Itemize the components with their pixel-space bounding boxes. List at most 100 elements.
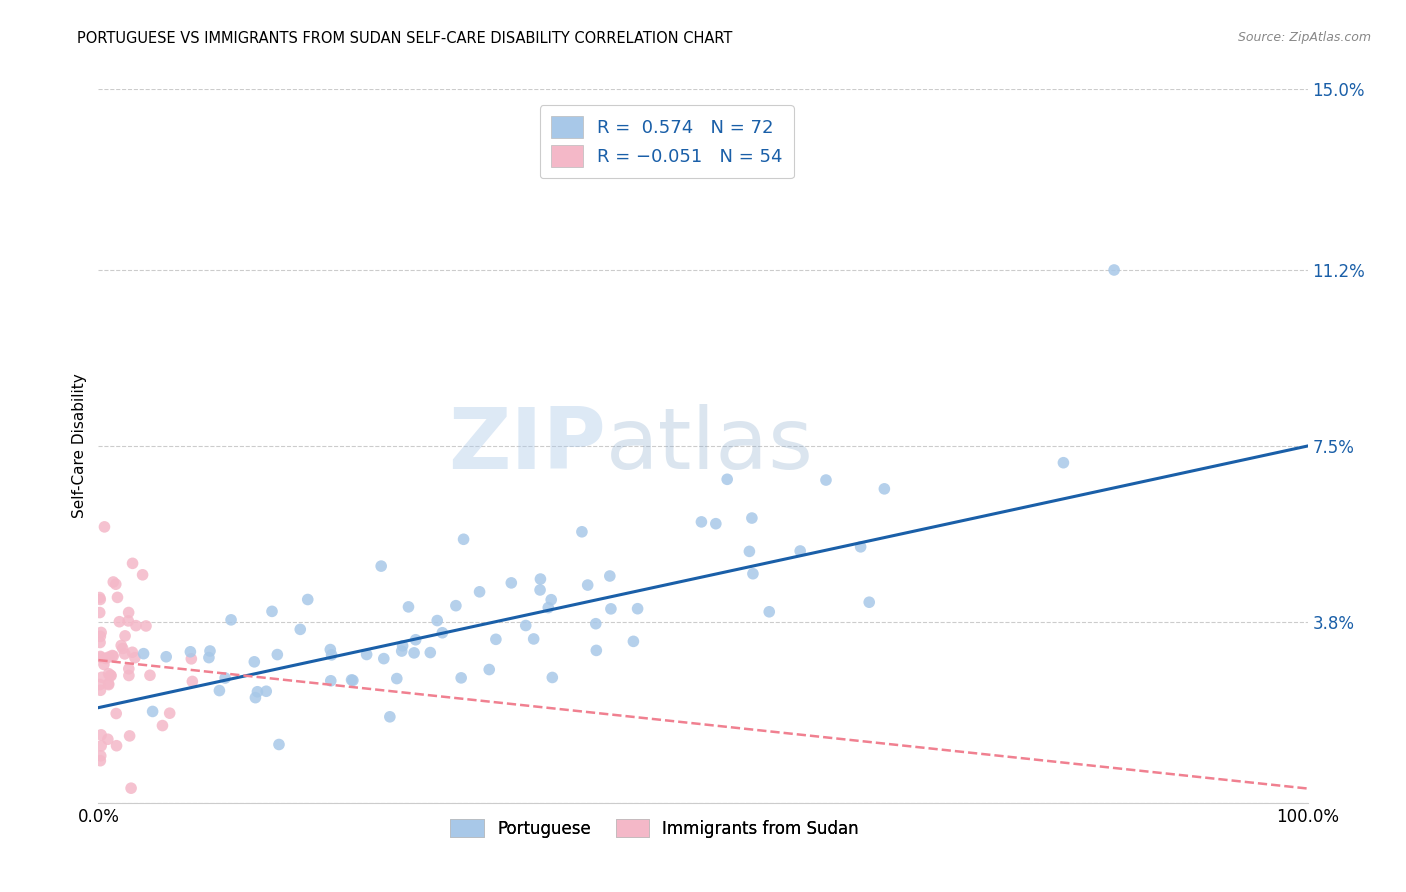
- Y-axis label: Self-Care Disability: Self-Care Disability: [72, 374, 87, 518]
- Point: [214, 671, 236, 685]
- Point: [1052, 456, 1074, 470]
- Point: [537, 600, 560, 615]
- Point: [97, 650, 120, 665]
- Point: [585, 616, 607, 631]
- Point: [114, 629, 136, 643]
- Point: [245, 690, 267, 705]
- Point: [297, 592, 319, 607]
- Text: PORTUGUESE VS IMMIGRANTS FROM SUDAN SELF-CARE DISABILITY CORRELATION CHART: PORTUGUESE VS IMMIGRANTS FROM SUDAN SELF…: [77, 31, 733, 46]
- Point: [89, 606, 111, 620]
- Point: [704, 516, 727, 531]
- Point: [391, 644, 413, 658]
- Point: [121, 557, 143, 571]
- Point: [90, 670, 112, 684]
- Point: [89, 677, 111, 691]
- Point: [404, 646, 426, 660]
- Point: [108, 615, 131, 629]
- Point: [125, 618, 148, 632]
- Point: [340, 673, 363, 687]
- Point: [789, 544, 811, 558]
- Point: [90, 650, 112, 665]
- Point: [94, 651, 117, 665]
- Point: [758, 605, 780, 619]
- Point: [208, 683, 231, 698]
- Point: [110, 639, 132, 653]
- Point: [117, 614, 139, 628]
- Point: [356, 648, 378, 662]
- Point: [741, 511, 763, 525]
- Point: [385, 672, 408, 686]
- Point: [571, 524, 593, 539]
- Point: [89, 629, 111, 643]
- Point: [453, 533, 475, 547]
- Point: [180, 652, 202, 666]
- Point: [391, 639, 413, 653]
- Point: [849, 540, 872, 554]
- Point: [103, 649, 125, 664]
- Point: [100, 668, 122, 682]
- Point: [114, 647, 136, 661]
- Point: [90, 728, 112, 742]
- Point: [373, 651, 395, 665]
- Point: [103, 574, 125, 589]
- Point: [132, 647, 155, 661]
- Point: [90, 748, 112, 763]
- Point: [135, 619, 157, 633]
- Point: [342, 673, 364, 688]
- Point: [181, 674, 204, 689]
- Point: [121, 645, 143, 659]
- Point: [873, 482, 896, 496]
- Point: [159, 706, 181, 721]
- Point: [742, 566, 765, 581]
- Point: [599, 569, 621, 583]
- Point: [370, 559, 392, 574]
- Point: [90, 625, 112, 640]
- Point: [111, 641, 134, 656]
- Point: [101, 648, 124, 663]
- Point: [814, 473, 837, 487]
- Point: [139, 668, 162, 682]
- Point: [738, 544, 761, 558]
- Point: [118, 606, 141, 620]
- Point: [105, 706, 128, 721]
- Point: [426, 614, 449, 628]
- Point: [485, 632, 508, 647]
- Point: [118, 662, 141, 676]
- Point: [219, 613, 242, 627]
- Point: [89, 592, 111, 607]
- Point: [515, 618, 537, 632]
- Point: [260, 604, 283, 618]
- Point: [266, 648, 288, 662]
- Point: [97, 732, 120, 747]
- Point: [118, 729, 141, 743]
- Point: [419, 646, 441, 660]
- Point: [120, 781, 142, 796]
- Point: [198, 644, 221, 658]
- Point: [89, 649, 111, 664]
- Point: [523, 632, 546, 646]
- Point: [118, 668, 141, 682]
- Point: [142, 705, 165, 719]
- Point: [468, 584, 491, 599]
- Point: [155, 649, 177, 664]
- Point: [450, 671, 472, 685]
- Point: [576, 578, 599, 592]
- Text: Source: ZipAtlas.com: Source: ZipAtlas.com: [1237, 31, 1371, 45]
- Point: [89, 683, 111, 698]
- Point: [89, 591, 111, 605]
- Point: [319, 673, 342, 688]
- Point: [93, 657, 115, 672]
- Text: atlas: atlas: [606, 404, 814, 488]
- Point: [529, 572, 551, 586]
- Point: [254, 684, 277, 698]
- Point: [716, 472, 738, 486]
- Point: [290, 623, 312, 637]
- Point: [321, 648, 343, 662]
- Point: [398, 599, 420, 614]
- Point: [198, 650, 221, 665]
- Point: [478, 663, 501, 677]
- Point: [540, 592, 562, 607]
- Point: [444, 599, 467, 613]
- Point: [267, 738, 290, 752]
- Point: [89, 754, 111, 768]
